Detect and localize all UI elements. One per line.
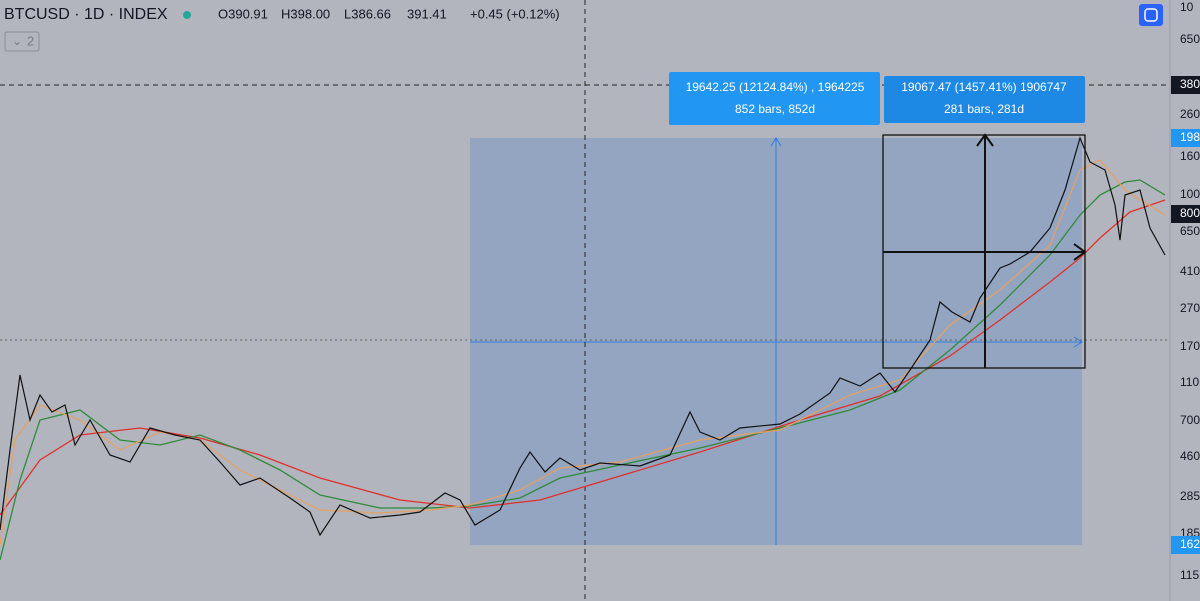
price-label: 410	[1180, 264, 1200, 278]
arrow-head	[1073, 336, 1083, 348]
status-dot	[183, 11, 191, 19]
button-icon	[1144, 8, 1158, 22]
ohlc-value: 391.41	[407, 6, 447, 21]
price-highlight	[1171, 129, 1200, 147]
price-highlight	[1171, 205, 1200, 223]
toggle-arrow: ⌄	[12, 34, 22, 48]
ohlc-value: O390.91	[218, 6, 268, 21]
price-highlight	[1171, 76, 1200, 94]
price-label: 700	[1180, 413, 1200, 427]
price-label: 380	[1180, 77, 1200, 91]
measure-label: 852 bars, 852d	[735, 102, 815, 116]
ohlc-value: H398.00	[281, 6, 330, 21]
price-label: 162	[1180, 537, 1200, 551]
indicator-count: 2	[27, 33, 34, 48]
price-label: 270	[1180, 301, 1200, 315]
price-axis: 10 650 380 260 198 160 100 800 650 410 270 170 110 70…	[1171, 0, 1200, 582]
price-label: 100	[1180, 187, 1200, 201]
price-label: 160	[1180, 149, 1200, 163]
arrow-head	[770, 137, 782, 147]
price-label: 650	[1180, 224, 1200, 238]
ohlc: O390.91 H398.00 L386.66 391.41 +0.45 (+0.12%…	[218, 6, 560, 21]
price-label: 260	[1180, 107, 1200, 121]
measure-label-box	[669, 72, 880, 125]
settings-button[interactable]	[1139, 4, 1163, 26]
price-label: 115	[1180, 568, 1199, 582]
measure-label: 281 bars, 281d	[944, 102, 1024, 116]
price-label: 10	[1180, 0, 1194, 14]
arrow-head	[1073, 243, 1087, 261]
indicator-toggle[interactable]	[4, 31, 40, 52]
price-label: 170	[1180, 339, 1200, 353]
price-label: 110	[1180, 375, 1199, 389]
price-label: 650	[1180, 32, 1200, 46]
ma-orange	[0, 159, 1166, 546]
price-label: 285	[1180, 489, 1200, 503]
ma-green	[0, 179, 1166, 561]
measure-label: 19067.47 (1457.41%) 1906747	[901, 80, 1067, 94]
ohlc-value: +0.45 (+0.12%)	[470, 6, 560, 21]
measure-label: 19642.25 (12124.84%) , 1964225	[686, 80, 865, 94]
arrow-head	[976, 133, 994, 147]
ohlc-value: L386.66	[344, 6, 391, 21]
price-label: 800	[1180, 206, 1200, 220]
measure-label-box	[884, 76, 1085, 123]
price-label: 198	[1180, 130, 1200, 144]
price-highlight	[1171, 536, 1200, 554]
symbol: BTCUSD · 1D · INDEX	[4, 6, 168, 23]
price-label: 460	[1180, 449, 1200, 463]
